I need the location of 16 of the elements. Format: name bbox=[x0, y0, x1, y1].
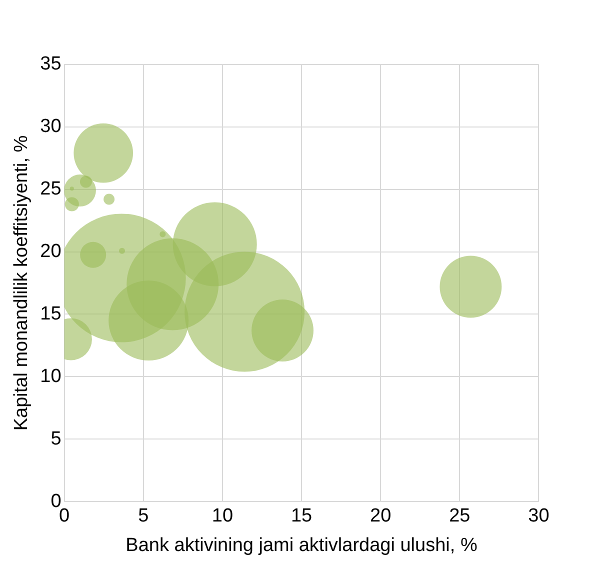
y-tick-label: 30 bbox=[40, 116, 62, 138]
x-tick-label: 10 bbox=[212, 505, 234, 526]
y-tick-label: 35 bbox=[40, 54, 62, 75]
x-tick-label: 30 bbox=[528, 505, 550, 526]
y-tick-label: 25 bbox=[40, 178, 62, 200]
y-axis-title: Kapital monandlilik koeffitsiyenti, % bbox=[11, 135, 32, 431]
y-tick-label: 0 bbox=[50, 490, 62, 512]
y-tick-label: 15 bbox=[40, 303, 62, 324]
y-tick-label: 5 bbox=[50, 428, 62, 450]
x-tick-label: 20 bbox=[370, 505, 392, 526]
x-tick-label: 5 bbox=[138, 505, 149, 526]
x-tick-label: 15 bbox=[290, 505, 312, 526]
x-axis-title: Bank aktivining jami aktivlardagi ulushi, % bbox=[126, 535, 478, 556]
y-tick-label: 10 bbox=[40, 366, 62, 387]
y-tick-label: 20 bbox=[40, 240, 62, 262]
x-tick-label: 25 bbox=[449, 505, 470, 526]
